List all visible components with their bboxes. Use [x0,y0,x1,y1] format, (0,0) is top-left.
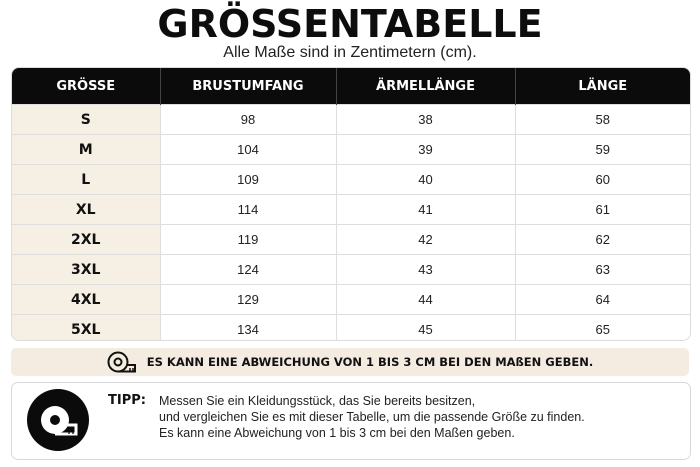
deviation-banner: ES KANN EINE ABWEICHUNG VON 1 BIS 3 CM B… [11,348,689,376]
table-row: 4XL 129 44 64 [12,284,690,315]
table-row: 3XL 124 43 63 [12,254,690,285]
measuring-tape-icon [107,351,136,373]
size-cell: 5XL [12,314,160,340]
size-cell: L [12,164,160,195]
length-cell: 63 [514,254,690,285]
header-size: GRÖSSE [12,68,160,105]
tip-label: TIPP: [108,393,146,408]
table-row: S 98 38 58 [12,104,690,135]
chest-cell: 104 [159,134,336,165]
size-cell: 4XL [12,284,160,315]
chest-cell: 98 [159,104,336,135]
table-row: 2XL 119 42 62 [12,224,690,255]
tip-text: Messen Sie ein Kleidungsstück, das Sie b… [159,393,585,441]
chest-cell: 119 [159,224,336,255]
length-cell: 60 [514,164,690,195]
size-cell: XL [12,194,160,225]
length-cell: 62 [514,224,690,255]
tip-line: und vergleichen Sie es mit dieser Tabell… [159,410,585,424]
sleeve-cell: 42 [335,224,515,255]
size-cell: 2XL [12,224,160,255]
length-cell: 61 [514,194,690,225]
size-cell: M [12,134,160,165]
size-cell: 3XL [12,254,160,285]
tip-line: Messen Sie ein Kleidungsstück, das Sie b… [159,394,476,408]
measuring-tape-icon [27,389,89,451]
table-row: M 104 39 59 [12,134,690,165]
table-row: 5XL 134 45 65 [12,314,690,340]
table-row: L 109 40 60 [12,164,690,195]
size-cell: S [12,104,160,135]
deviation-text: ES KANN EINE ABWEICHUNG VON 1 BIS 3 CM B… [146,355,594,369]
header-chest: BRUSTUMFANG [159,68,336,105]
chest-cell: 124 [159,254,336,285]
chest-cell: 134 [159,314,336,340]
table-header-row: GRÖSSE BRUSTUMFANG ÄRMELLÄNGE LÄNGE [12,68,690,105]
sleeve-cell: 41 [335,194,515,225]
length-cell: 58 [514,104,690,135]
sleeve-cell: 38 [335,104,515,135]
length-cell: 64 [514,284,690,315]
sleeve-cell: 39 [335,134,515,165]
chest-cell: 109 [159,164,336,195]
sleeve-cell: 43 [335,254,515,285]
tip-box: TIPP: Messen Sie ein Kleidungsstück, das… [11,382,691,460]
size-table: GRÖSSE BRUSTUMFANG ÄRMELLÄNGE LÄNGE S 98… [11,67,691,341]
page-subtitle: Alle Maße sind in Zentimetern (cm). [223,44,477,61]
sleeve-cell: 45 [335,314,515,340]
tip-line: Es kann eine Abweichung von 1 bis 3 cm b… [159,426,515,440]
sleeve-cell: 44 [335,284,515,315]
length-cell: 65 [514,314,690,340]
sleeve-cell: 40 [335,164,515,195]
page-title: GRÖSSENTABELLE [157,2,543,46]
chest-cell: 114 [159,194,336,225]
header-sleeve: ÄRMELLÄNGE [335,68,515,105]
header-length: LÄNGE [514,68,690,105]
length-cell: 59 [514,134,690,165]
chest-cell: 129 [159,284,336,315]
table-row: XL 114 41 61 [12,194,690,225]
